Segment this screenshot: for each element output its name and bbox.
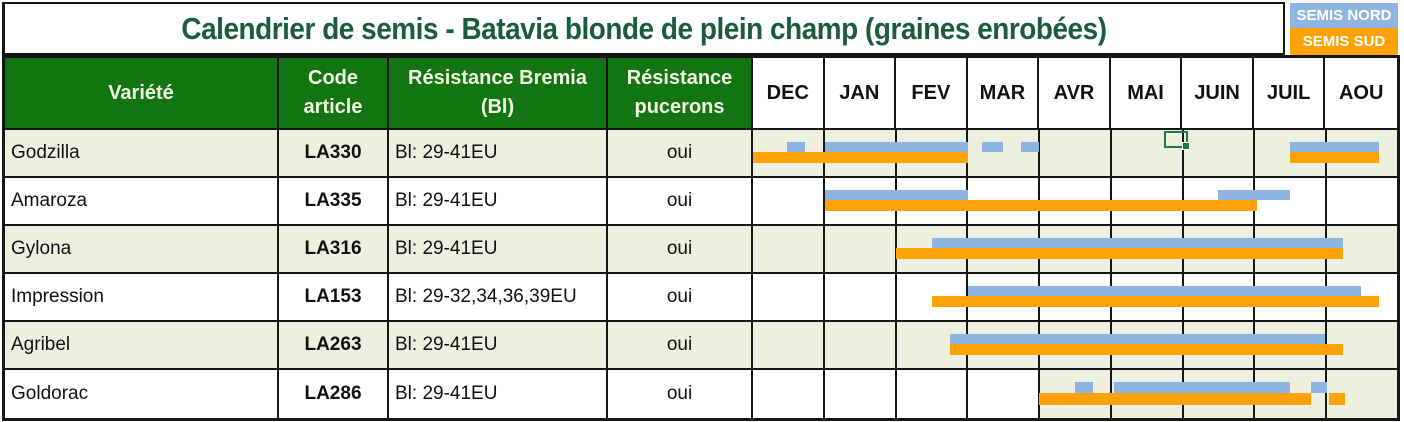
month-header-avr[interactable]: AVR — [1039, 58, 1111, 130]
cell-bremia-goldorac[interactable]: Bl: 29-41EU — [389, 370, 608, 418]
cell-variety-amaroza[interactable]: Amaroza — [5, 178, 279, 226]
month-cell-jan-agribel[interactable] — [824, 322, 897, 368]
month-cell-dec-agribel[interactable] — [753, 322, 825, 368]
cell-bremia-godzilla[interactable]: Bl: 29-41EU — [389, 130, 608, 178]
semis-sud-bar — [1329, 393, 1346, 405]
cell-pucerons-gylona[interactable]: oui — [608, 226, 753, 274]
semis-nord-bar — [1289, 141, 1380, 153]
semis-nord-bar — [1311, 382, 1327, 394]
semis-nord-bar — [1114, 382, 1290, 394]
semis-sud-bar — [824, 200, 1258, 212]
cell-code-impression[interactable]: LA153 — [279, 274, 389, 322]
col-header-variete[interactable]: Variété — [5, 58, 279, 130]
month-cell-juin-godzilla[interactable] — [1183, 130, 1256, 176]
col-header-code[interactable]: Code article — [279, 58, 389, 130]
legend-semis-nord[interactable]: SEMIS NORD — [1290, 3, 1398, 28]
legend: SEMIS NORD SEMIS SUD — [1290, 3, 1398, 55]
cell-pucerons-godzilla[interactable]: oui — [608, 130, 753, 178]
months-strip-agribel — [753, 322, 1398, 370]
title-cell[interactable]: Calendrier de semis - Batavia blonde de … — [2, 2, 1285, 55]
month-header-fev[interactable]: FEV — [896, 58, 968, 130]
month-cell-mar-godzilla[interactable] — [968, 130, 1041, 176]
semis-sud-bar — [1289, 152, 1380, 164]
month-cell-avr-godzilla[interactable] — [1040, 130, 1112, 176]
month-cell-jan-gylona[interactable] — [824, 226, 897, 272]
month-cell-juil-amaroza[interactable] — [1255, 178, 1328, 224]
month-cell-dec-gylona[interactable] — [753, 226, 825, 272]
semis-nord-bar — [981, 141, 1004, 153]
cell-pucerons-amaroza[interactable]: oui — [608, 178, 753, 226]
month-header-juin[interactable]: JUIN — [1182, 58, 1254, 130]
cell-pucerons-goldorac[interactable]: oui — [608, 370, 753, 418]
legend-semis-sud[interactable]: SEMIS SUD — [1290, 28, 1398, 55]
cell-variety-godzilla[interactable]: Godzilla — [5, 130, 279, 178]
cell-bremia-agribel[interactable]: Bl: 29-41EU — [389, 322, 608, 370]
cell-variety-gylona[interactable]: Gylona — [5, 226, 279, 274]
month-header-aou[interactable]: AOU — [1325, 58, 1397, 130]
semis-nord-bar — [1021, 141, 1040, 153]
cell-code-amaroza[interactable]: LA335 — [279, 178, 389, 226]
page-title: Calendrier de semis - Batavia blonde de … — [181, 10, 1107, 46]
cell-variety-goldorac[interactable]: Goldorac — [5, 370, 279, 418]
semis-sud-bar — [1039, 393, 1312, 405]
cell-bremia-amaroza[interactable]: Bl: 29-41EU — [389, 178, 608, 226]
month-header-mai[interactable]: MAI — [1110, 58, 1183, 130]
semis-nord-bar — [1075, 382, 1093, 394]
semis-nord-bar — [824, 189, 968, 201]
cell-bremia-gylona[interactable]: Bl: 29-41EU — [389, 226, 608, 274]
month-cell-jan-impression[interactable] — [824, 274, 897, 320]
cell-code-agribel[interactable]: LA263 — [279, 322, 389, 370]
months-strip-gylona — [753, 226, 1398, 274]
cell-variety-agribel[interactable]: Agribel — [5, 322, 279, 370]
col-header-pucerons[interactable]: Résistance pucerons — [608, 58, 753, 130]
month-header-jan[interactable]: JAN — [824, 58, 897, 130]
month-header-mar[interactable]: MAR — [967, 58, 1040, 130]
month-cell-aou-amaroza[interactable] — [1327, 178, 1398, 224]
months-strip-goldorac — [753, 370, 1398, 418]
semis-sud-bar — [753, 152, 968, 164]
semis-sud-bar — [949, 344, 1344, 356]
month-cell-fev-goldorac[interactable] — [896, 370, 969, 418]
cell-pucerons-agribel[interactable]: oui — [608, 322, 753, 370]
month-header-juil[interactable]: JUIL — [1253, 58, 1326, 130]
col-header-bremia[interactable]: Résistance Bremia (Bl) — [389, 58, 608, 130]
semis-nord-bar — [1218, 189, 1290, 201]
cell-variety-impression[interactable]: Impression — [5, 274, 279, 322]
months-strip-impression — [753, 274, 1398, 322]
cell-code-godzilla[interactable]: LA330 — [279, 130, 389, 178]
month-cell-jan-goldorac[interactable] — [824, 370, 897, 418]
semis-nord-bar — [967, 285, 1362, 297]
active-cell-cursor[interactable] — [1164, 131, 1191, 150]
calendar-table: Variété Code article Résistance Bremia (… — [2, 55, 1400, 421]
semis-nord-bar — [931, 237, 1344, 249]
semis-nord-bar — [786, 141, 805, 153]
semis-nord-bar — [824, 141, 968, 153]
months-strip-godzilla — [753, 130, 1398, 178]
month-cell-dec-goldorac[interactable] — [753, 370, 825, 418]
cell-bremia-impression[interactable]: Bl: 29-32,34,36,39EU — [389, 274, 608, 322]
month-cell-dec-impression[interactable] — [753, 274, 825, 320]
cell-pucerons-impression[interactable]: oui — [608, 274, 753, 322]
month-header-dec[interactable]: DEC — [753, 58, 825, 130]
cell-code-gylona[interactable]: LA316 — [279, 226, 389, 274]
month-cell-mar-goldorac[interactable] — [968, 370, 1041, 418]
cell-code-goldorac[interactable]: LA286 — [279, 370, 389, 418]
semis-sud-bar — [896, 248, 1344, 260]
months-strip-amaroza — [753, 178, 1398, 226]
semis-sud-bar — [931, 296, 1380, 308]
semis-nord-bar — [949, 333, 1326, 345]
month-cell-mai-godzilla[interactable] — [1111, 130, 1184, 176]
month-cell-dec-amaroza[interactable] — [753, 178, 825, 224]
